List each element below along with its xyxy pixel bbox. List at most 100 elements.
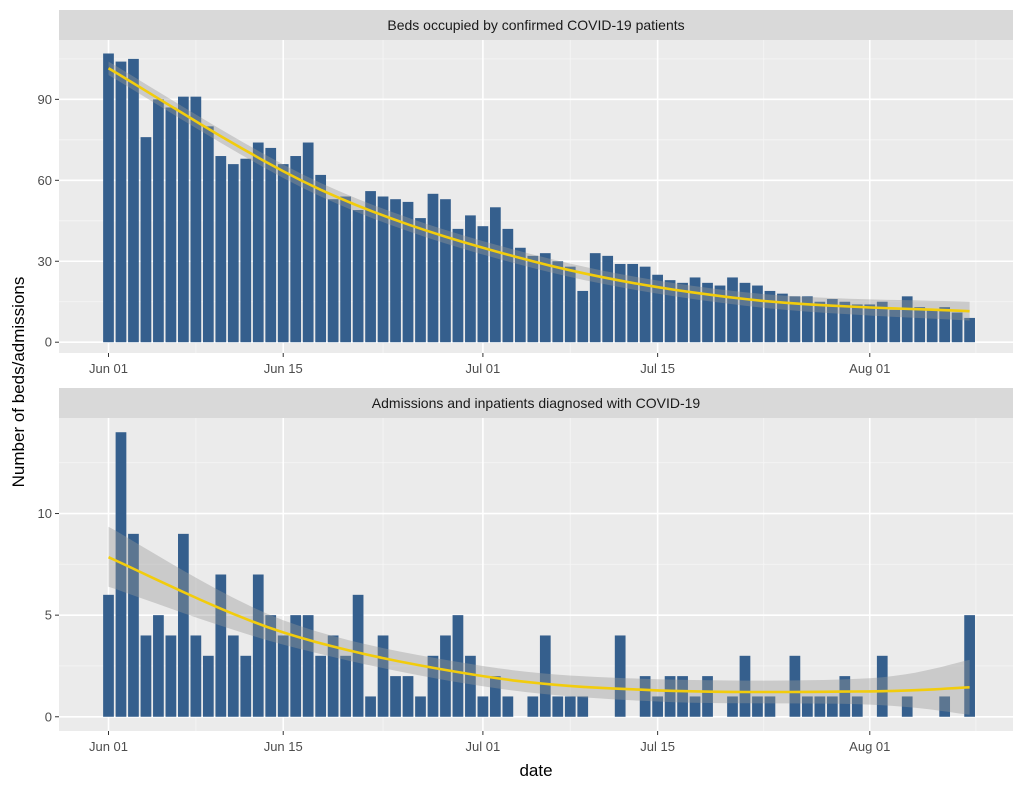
- bar: [290, 156, 302, 343]
- bar: [477, 696, 489, 717]
- bar: [277, 635, 289, 717]
- bar: [103, 594, 114, 717]
- gridlines: [59, 418, 1013, 731]
- bar: [277, 164, 289, 343]
- bar: [365, 696, 376, 717]
- bar: [702, 282, 713, 343]
- y-axis-title: Number of beds/admissions: [9, 277, 28, 488]
- bar: [664, 280, 676, 343]
- bar: [951, 312, 963, 343]
- bar: [128, 58, 139, 343]
- bar: [702, 676, 713, 717]
- bar: [315, 655, 327, 717]
- bar: [764, 696, 776, 717]
- bar: [502, 228, 514, 343]
- bar: [514, 247, 526, 343]
- bar: [227, 635, 239, 717]
- bar: [340, 655, 351, 717]
- bar: [327, 635, 339, 717]
- confidence-band-area: [108, 526, 970, 715]
- bar: [889, 309, 901, 343]
- bar: [165, 635, 177, 717]
- bar: [465, 215, 476, 343]
- bar: [876, 301, 888, 343]
- bar: [752, 696, 763, 717]
- x-tick-label: Jul 15: [640, 361, 675, 376]
- bar: [964, 317, 975, 343]
- bar: [240, 158, 252, 343]
- x-axis: Jun 01 Jun 15 Jul 01 Jul 15 Aug 01: [89, 731, 890, 754]
- bar: [901, 296, 913, 343]
- confidence-band: [108, 526, 970, 715]
- bar: [477, 226, 489, 343]
- bar: [826, 696, 838, 717]
- bar: [202, 655, 214, 717]
- bar: [652, 696, 663, 717]
- bar: [839, 301, 851, 343]
- x-tick-label: Jun 01: [89, 361, 128, 376]
- bar: [964, 615, 975, 717]
- bar: [577, 290, 589, 343]
- bar: [390, 199, 401, 343]
- bar: [140, 635, 152, 717]
- bar: [926, 309, 938, 343]
- bar: [340, 196, 351, 343]
- bar: [814, 301, 826, 343]
- bar: [190, 96, 202, 343]
- bar: [826, 299, 838, 343]
- bar: [652, 274, 663, 343]
- bar: [115, 61, 127, 343]
- bar: [851, 696, 863, 717]
- bar: [727, 696, 738, 717]
- bar: [202, 126, 214, 343]
- bar: [327, 199, 339, 343]
- bar: [689, 277, 701, 343]
- bar: [502, 696, 514, 717]
- bar: [465, 655, 476, 717]
- bar: [377, 635, 389, 717]
- bar: [589, 253, 601, 343]
- confidence-band: [108, 61, 970, 321]
- bar: [901, 696, 913, 717]
- smooth-line-path: [107, 67, 970, 313]
- bar: [764, 290, 776, 343]
- bar: [677, 282, 688, 343]
- bar: [178, 96, 189, 343]
- bar: [227, 164, 239, 343]
- bar: [752, 285, 763, 343]
- bar: [153, 99, 164, 343]
- bar: [714, 285, 726, 343]
- bar: [265, 147, 277, 343]
- bar: [252, 574, 264, 717]
- strip-background: [59, 10, 1013, 40]
- panel-title: Admissions and inpatients diagnosed with…: [372, 395, 701, 411]
- bars: [103, 53, 975, 343]
- bar: [727, 277, 738, 343]
- bar: [265, 615, 277, 717]
- bar: [490, 207, 501, 343]
- bar: [165, 107, 177, 343]
- x-tick-label: Jun 15: [264, 361, 303, 376]
- smooth-line: [107, 556, 970, 694]
- bar: [789, 655, 801, 717]
- x-tick-label: Jul 01: [466, 361, 501, 376]
- bar: [115, 432, 127, 717]
- bar: [839, 676, 851, 717]
- bar: [564, 266, 576, 343]
- bar: [527, 255, 539, 343]
- bar: [627, 263, 639, 343]
- y-tick-label: 5: [45, 608, 52, 623]
- x-tick-label: Jun 01: [89, 739, 128, 754]
- bar: [377, 196, 389, 343]
- bar: [452, 615, 464, 717]
- bar: [402, 676, 414, 717]
- confidence-band-area: [108, 61, 970, 321]
- bar: [365, 191, 376, 343]
- bar: [664, 676, 676, 717]
- bar: [802, 296, 813, 343]
- bar: [802, 696, 813, 717]
- x-tick-label: Jul 15: [640, 739, 675, 754]
- panel-title: Beds occupied by confirmed COVID-19 pati…: [387, 17, 684, 33]
- y-tick-label: 0: [45, 335, 52, 350]
